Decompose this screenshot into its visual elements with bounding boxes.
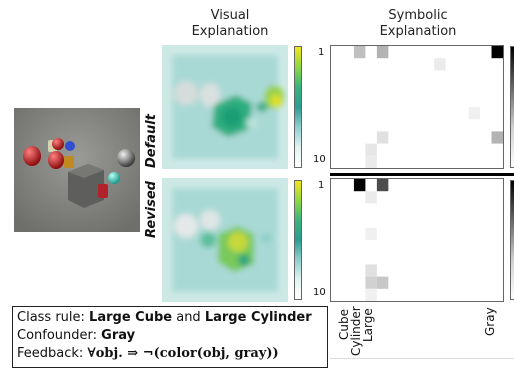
symbolic-default-ytick-top: 1	[318, 47, 325, 58]
red-cylinder	[98, 184, 108, 198]
symbolic-revised-cell	[365, 191, 377, 204]
symbolic-explanation-header: Symbolic Explanation	[348, 8, 488, 40]
symbolic-heatmap-revised	[353, 179, 389, 301]
class-rule-a: Large Cube	[89, 310, 173, 325]
cyan-sphere	[108, 172, 120, 184]
visual-colorbar-default	[294, 46, 302, 168]
confounder-value: Gray	[101, 328, 136, 343]
confounder-prefix: Confounder:	[17, 328, 102, 343]
row-label-revised: Revised	[144, 181, 159, 238]
class-rule-and: and	[172, 310, 205, 325]
symbolic-default-ytick-bottom: 10	[313, 154, 326, 165]
symbolic-heatmap-revised-frame	[330, 178, 504, 302]
symbolic-revised-cell	[376, 179, 389, 192]
symbolic-revised-ytick-bottom: 10	[313, 287, 326, 298]
visual-explanation-header: Visual Explanation	[160, 8, 300, 40]
column-label-gray: Gray	[483, 307, 497, 336]
gray-cube-top	[68, 164, 104, 178]
column-label-large: Large	[361, 308, 375, 342]
small-red-sphere	[52, 138, 64, 150]
symbolic-default-cell	[491, 46, 503, 59]
symbolic-default-cell	[491, 131, 503, 144]
class-rule-line: Class rule: Large Cube and Large Cylinde…	[17, 309, 323, 327]
confounder-line: Confounder: Gray	[17, 327, 323, 345]
symbolic-default-cell	[353, 46, 366, 59]
symbolic-colorbar-revised	[510, 180, 514, 300]
blue-sphere	[65, 141, 75, 151]
red-sphere	[23, 146, 41, 166]
visual-heatmap-revised	[162, 178, 288, 302]
symbolic-colorbar-default	[510, 46, 514, 168]
gray-metal-sphere	[117, 149, 135, 167]
visual-heatmap-default	[162, 45, 288, 169]
visual-header-line2: Explanation	[191, 24, 269, 39]
row-divider	[330, 173, 514, 176]
symbolic-revised-ytick-top: 1	[318, 180, 325, 191]
visual-colorbar-revised	[294, 180, 302, 300]
symbolic-default-cell	[434, 58, 446, 71]
symbolic-revised-cell	[353, 179, 366, 192]
input-scene-image	[14, 108, 140, 232]
symbolic-default-cell	[376, 131, 389, 144]
symbolic-revised-cell	[365, 264, 377, 277]
rule-caption-box: Class rule: Large Cube and Large Cylinde…	[12, 306, 328, 368]
symbolic-revised-cell	[365, 276, 377, 289]
symbolic-heatmap-default-frame	[330, 45, 504, 169]
symbolic-default-cell	[468, 107, 481, 120]
symbolic-revised-cell	[365, 227, 377, 240]
symbolic-revised-cell	[365, 288, 377, 301]
symbolic-revised-cell	[376, 276, 389, 289]
row-label-default: Default	[144, 114, 159, 168]
gold-cylinder	[64, 156, 74, 168]
symbolic-header-line2: Explanation	[379, 24, 457, 39]
axis-baseline	[330, 358, 514, 359]
symbolic-heatmap-default	[353, 46, 503, 168]
visual-header-line1: Visual	[210, 8, 250, 23]
red-metal-sphere	[48, 151, 64, 169]
feedback-prefix: Feedback:	[17, 346, 88, 361]
symbolic-default-cell	[376, 46, 389, 59]
symbolic-default-cell	[365, 143, 377, 156]
class-rule-b: Large Cylinder	[204, 310, 312, 325]
feedback-formula: ∀obj. ⇒ ¬(color(obj, gray))	[87, 346, 279, 361]
symbolic-header-line1: Symbolic	[388, 8, 448, 23]
symbolic-default-cell	[365, 155, 377, 168]
class-rule-prefix: Class rule:	[17, 310, 90, 325]
feedback-line: Feedback: ∀obj. ⇒ ¬(color(obj, gray))	[17, 345, 323, 363]
